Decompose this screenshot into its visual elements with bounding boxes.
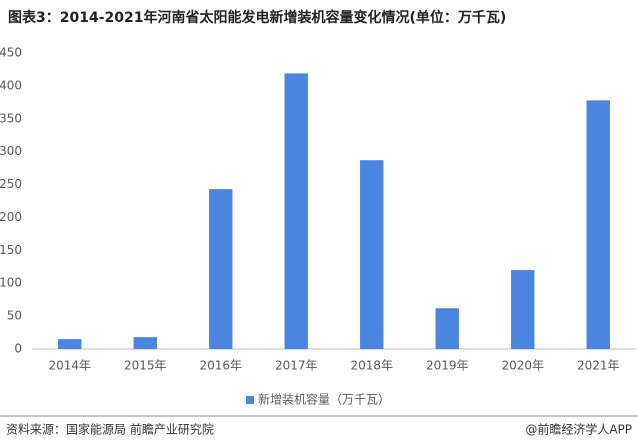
legend-swatch bbox=[246, 396, 254, 404]
y-tick-label: 400 bbox=[0, 78, 22, 92]
bar bbox=[360, 160, 384, 349]
chart-title: 图表3：2014-2021年河南省太阳能发电新增装机容量变化情况(单位：万千瓦) bbox=[8, 9, 506, 26]
x-tick-label: 2014年 bbox=[48, 359, 91, 373]
bar bbox=[284, 73, 308, 349]
x-tick-label: 2020年 bbox=[501, 359, 544, 373]
y-tick-label: 50 bbox=[7, 309, 22, 323]
y-tick-label: 200 bbox=[0, 210, 22, 224]
x-tick-label: 2018年 bbox=[350, 359, 393, 373]
brand: @前瞻经济学人APP bbox=[525, 422, 632, 437]
source: 资料来源：国家能源局 前瞻产业研究院 bbox=[6, 422, 214, 437]
x-tick-label: 2015年 bbox=[124, 359, 167, 373]
bar bbox=[511, 270, 535, 349]
bar bbox=[133, 337, 157, 349]
x-tick-label: 2016年 bbox=[199, 359, 242, 373]
y-tick-label: 250 bbox=[0, 177, 22, 191]
x-tick-label: 2021年 bbox=[577, 359, 620, 373]
bar bbox=[209, 189, 233, 349]
y-tick-label: 150 bbox=[0, 243, 22, 257]
y-tick-label: 300 bbox=[0, 144, 22, 158]
bar bbox=[435, 308, 459, 349]
y-tick-label: 100 bbox=[0, 276, 22, 290]
bar bbox=[586, 100, 610, 349]
x-tick-label: 2019年 bbox=[426, 359, 469, 373]
y-tick-label: 450 bbox=[0, 46, 22, 60]
bar bbox=[58, 339, 82, 349]
y-tick-label: 350 bbox=[0, 111, 22, 125]
legend-label: 新增装机容量（万千瓦） bbox=[258, 392, 390, 407]
x-tick-label: 2017年 bbox=[275, 359, 318, 373]
y-tick-label: 0 bbox=[14, 342, 22, 356]
